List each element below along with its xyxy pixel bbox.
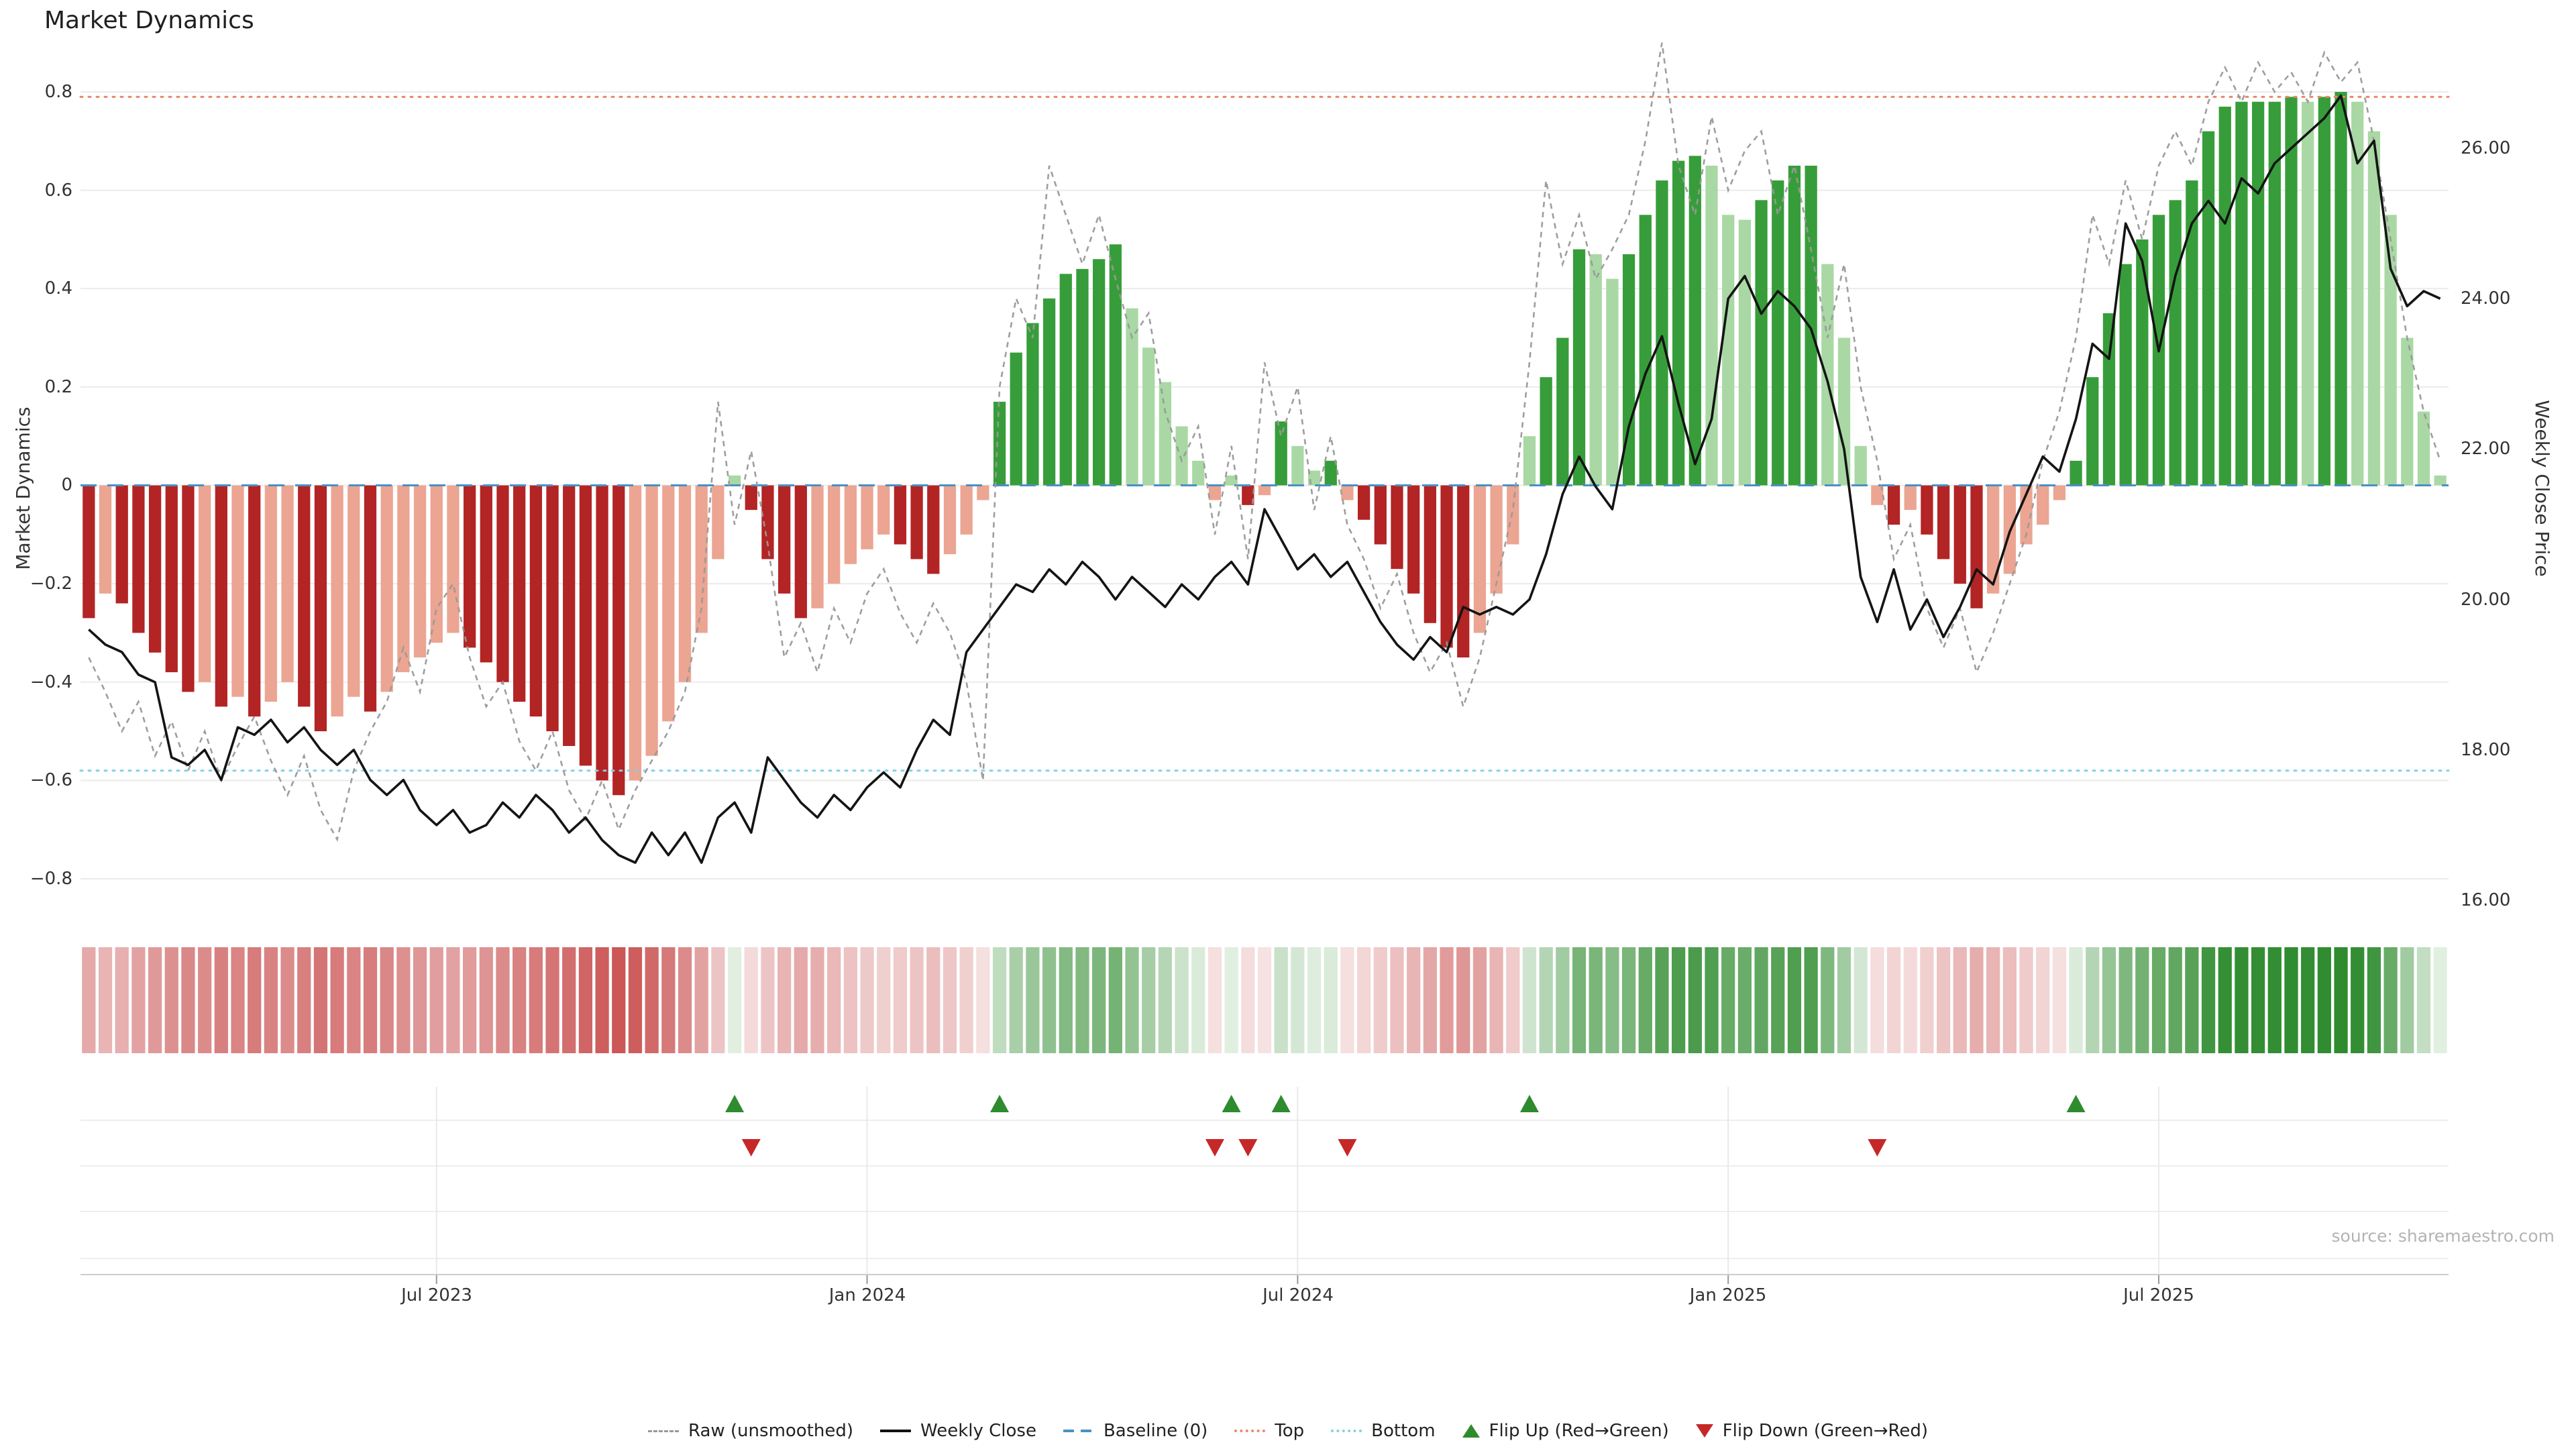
- legend-item-flip-down: Flip Down (Green→Red): [1695, 1421, 1929, 1441]
- raw-dashed-line-swatch: [647, 1430, 679, 1432]
- left-axis-tick: −0.4: [30, 672, 72, 692]
- x-axis-tick: Jan 2024: [828, 1285, 906, 1305]
- baseline-dash-swatch: [1063, 1430, 1094, 1432]
- main-gridlines: [80, 91, 2449, 879]
- legend-label: Flip Down (Green→Red): [1722, 1421, 1929, 1441]
- source-credit: source: sharemaestro.com: [2331, 1226, 2555, 1246]
- left-axis-tick: −0.6: [30, 770, 72, 790]
- legend-item-raw: Raw (unsmoothed): [647, 1421, 854, 1441]
- raw-line: [88, 42, 2441, 842]
- flip-down-triangle-icon: [1695, 1424, 1713, 1438]
- legend-label: Top: [1275, 1421, 1305, 1441]
- legend-label: Bottom: [1371, 1421, 1436, 1441]
- solid-line-swatch: [880, 1430, 912, 1432]
- right-axis-tick: 20.00: [2461, 590, 2511, 610]
- x-axis-tick: Jul 2023: [401, 1285, 472, 1305]
- left-axis-tick: 0.2: [44, 377, 72, 397]
- right-axis-tick: 16.00: [2461, 890, 2511, 910]
- top-dotted-line-swatch: [1234, 1430, 1266, 1432]
- left-axis-tick: 0.4: [44, 278, 72, 299]
- x-axis-tick: Jul 2024: [1263, 1285, 1334, 1305]
- left-axis-tick: 0.8: [44, 82, 72, 102]
- right-axis-tick: 22.00: [2461, 439, 2511, 459]
- legend: Raw (unsmoothed) Weekly Close Baseline (…: [647, 1421, 1929, 1441]
- dynamics-bars: [83, 92, 2447, 796]
- flip-up-triangle-icon: [1462, 1424, 1480, 1438]
- legend-item-baseline: Baseline (0): [1063, 1421, 1208, 1441]
- weekly-close-line: [88, 94, 2441, 864]
- left-axis-tick: 0: [61, 475, 72, 495]
- legend-item-bottom: Bottom: [1331, 1421, 1436, 1441]
- x-axis-tick: Jul 2025: [2123, 1285, 2194, 1305]
- page-title: Market Dynamics: [44, 7, 254, 34]
- legend-item-flip-up: Flip Up (Red→Green): [1462, 1421, 1669, 1441]
- chart-canvas: [79, 42, 2450, 1284]
- marker-panel-grid: [80, 1087, 2449, 1284]
- bottom-dotted-line-swatch: [1331, 1430, 1362, 1432]
- left-axis-tick: −0.2: [30, 574, 72, 594]
- x-axis-tick: Jan 2025: [1689, 1285, 1767, 1305]
- legend-label: Baseline (0): [1103, 1421, 1208, 1441]
- legend-label: Flip Up (Red→Green): [1489, 1421, 1669, 1441]
- legend-item-top: Top: [1234, 1421, 1304, 1441]
- dynamics-heatmap-strip: [82, 947, 2447, 1053]
- right-axis-tick: 24.00: [2461, 288, 2511, 309]
- right-axis-tick: 26.00: [2461, 138, 2511, 158]
- left-axis-tick: −0.8: [30, 869, 72, 889]
- right-axis-tick: 18.00: [2461, 740, 2511, 760]
- legend-item-weekly-close: Weekly Close: [880, 1421, 1036, 1441]
- flip-up-markers: [725, 1095, 2086, 1112]
- flip-down-markers: [741, 1139, 1887, 1157]
- legend-label: Raw (unsmoothed): [688, 1421, 854, 1441]
- legend-label: Weekly Close: [920, 1421, 1036, 1441]
- left-axis-tick: 0.6: [44, 180, 72, 201]
